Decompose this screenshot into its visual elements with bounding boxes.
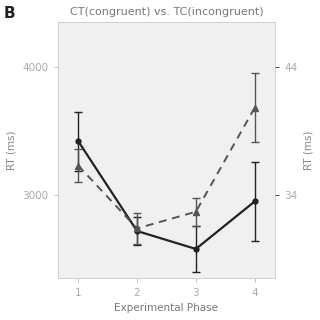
- Text: B: B: [3, 6, 15, 21]
- Title: CT(congruent) vs. TC(incongruent): CT(congruent) vs. TC(incongruent): [70, 7, 263, 17]
- Y-axis label: RT (ms): RT (ms): [303, 131, 313, 170]
- X-axis label: Experimental Phase: Experimental Phase: [115, 303, 219, 313]
- Y-axis label: RT (ms): RT (ms): [7, 131, 17, 170]
